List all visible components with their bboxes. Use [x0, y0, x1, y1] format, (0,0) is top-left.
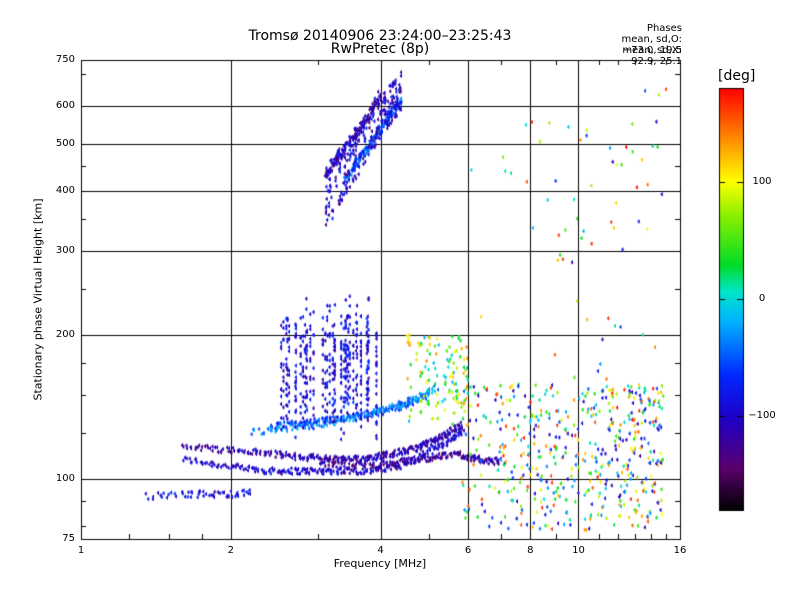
y-tick-label: 600	[55, 100, 75, 112]
chart-title: Tromsø 20140906 23:24:00–23:25:43	[248, 28, 512, 44]
colorbar-tick-label: 100	[752, 175, 772, 187]
x-tick-label: 6	[464, 545, 472, 556]
colorbar-label: [deg]	[718, 68, 756, 84]
phases-mean-x: mean, sd,X: 92.9, 25.1	[622, 45, 682, 67]
phases-mean-o: mean, sd,O: −73.0, 19.5	[621, 34, 682, 56]
phases-heading: Phases	[646, 23, 682, 34]
y-tick-label: 300	[55, 244, 75, 256]
y-tick-label: 500	[55, 138, 75, 150]
chart-subtitle: RwPretec (8p)	[330, 41, 430, 57]
x-tick-label: 16	[673, 545, 687, 556]
x-tick-label: 8	[527, 545, 534, 556]
y-tick-label: 200	[55, 328, 75, 340]
y-tick-label: 400	[55, 184, 75, 196]
y-tick-label: 100	[55, 473, 75, 485]
y-axis-label: Stationary phase Virtual Height [km]	[31, 198, 45, 401]
y-tick-label: 750	[55, 54, 75, 65]
y-tick-label: 75	[62, 533, 75, 544]
x-tick-label: 10	[572, 545, 585, 556]
x-tick-label: 2	[227, 545, 234, 556]
x-tick-label: 1	[77, 545, 85, 556]
colorbar-tick-label: −100	[748, 410, 776, 422]
x-axis-label: Frequency [MHz]	[333, 557, 427, 570]
colorbar-tick-label: 0	[758, 293, 766, 304]
x-tick-label: 4	[377, 545, 384, 556]
